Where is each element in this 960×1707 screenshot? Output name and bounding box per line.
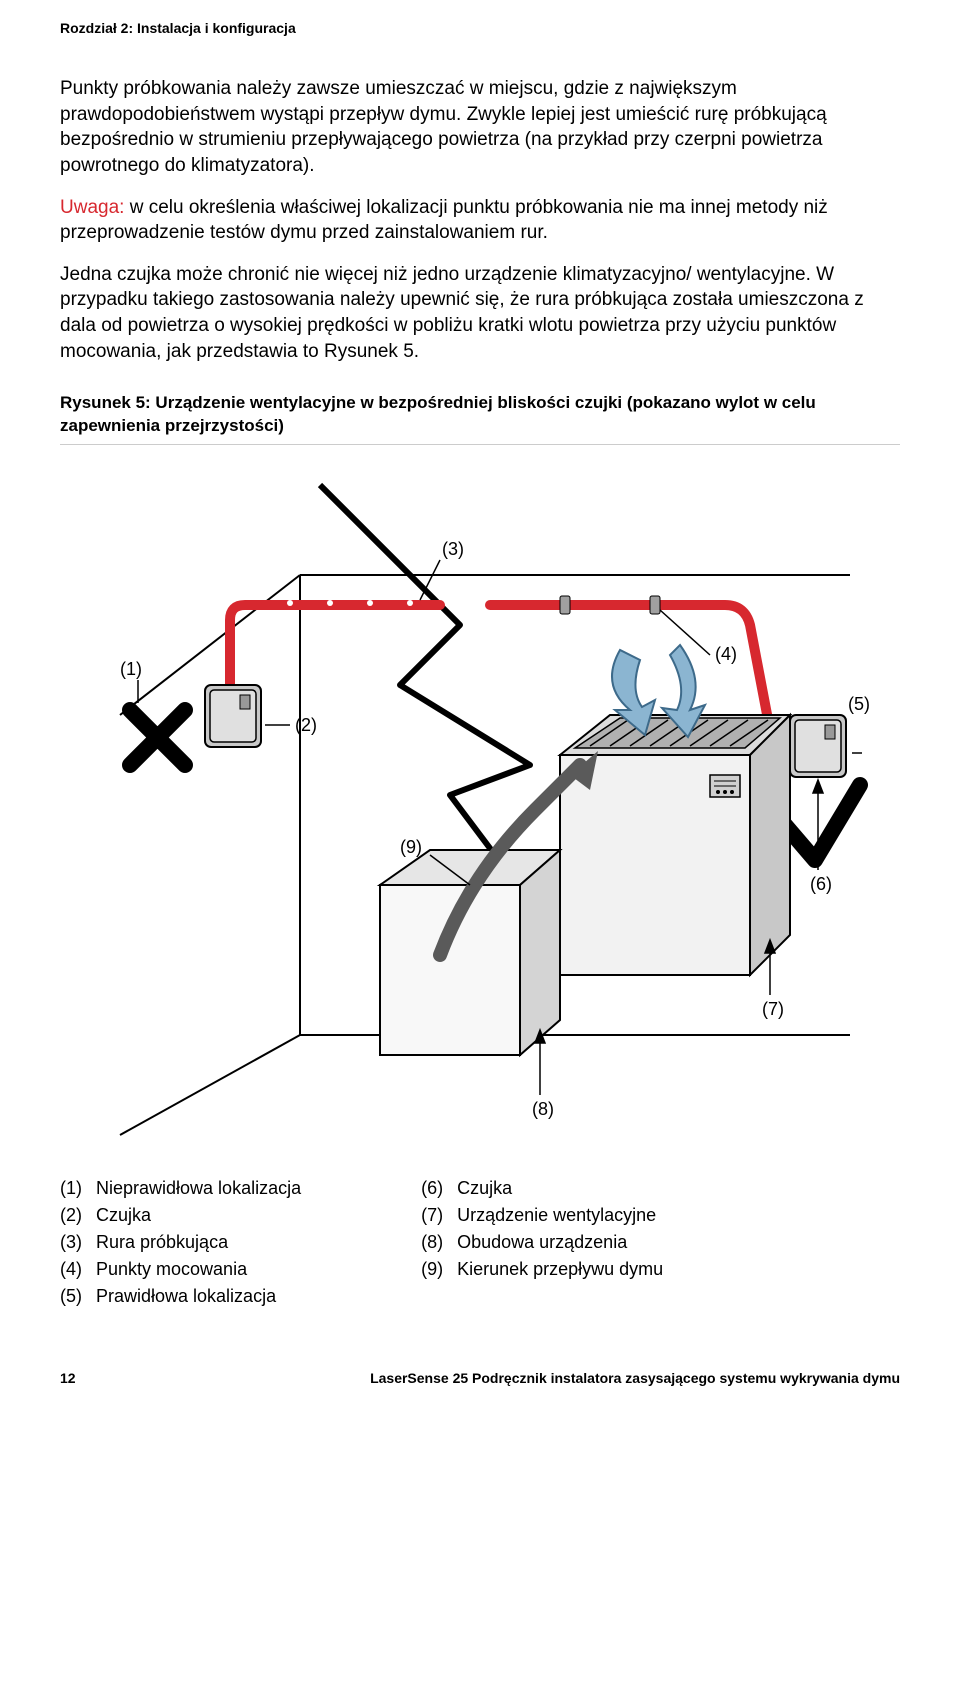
footer-title: LaserSense 25 Podręcznik instalatora zas… [370, 1370, 900, 1386]
diagram-container: (1) (2) (3) (4) (5) (6) (7) (8) (9) [60, 455, 900, 1145]
chapter-header: Rozdział 2: Instalacja i konfiguracja [60, 20, 900, 36]
callout-7: (7) [762, 999, 784, 1019]
legend-number: (2) [60, 1202, 96, 1229]
legend-item: (6)Czujka [421, 1175, 663, 1202]
legend-text: Kierunek przepływu dymu [457, 1256, 663, 1283]
callout-4: (4) [715, 644, 737, 664]
legend-number: (3) [60, 1229, 96, 1256]
warning-label: Uwaga: [60, 197, 124, 218]
check-icon [785, 785, 860, 860]
callout-8: (8) [532, 1099, 554, 1119]
legend-item: (5)Prawidłowa lokalizacja [60, 1283, 301, 1310]
paragraph-2-text: w celu określenia właściwej lokalizacji … [60, 197, 828, 244]
legend-text: Punkty mocowania [96, 1256, 247, 1283]
legend-text: Urządzenie wentylacyjne [457, 1202, 656, 1229]
callout-5: (5) [848, 694, 870, 714]
paragraph-1: Punkty próbkowania należy zawsze umieszc… [60, 76, 900, 179]
callout-2: (2) [295, 715, 317, 735]
legend-number: (7) [421, 1202, 457, 1229]
left-detector [205, 685, 261, 747]
figure-caption: Rysunek 5: Urządzenie wentylacyjne w bez… [60, 392, 900, 438]
legend-item: (8)Obudowa urządzenia [421, 1229, 663, 1256]
page-number: 12 [60, 1370, 76, 1386]
figure-separator [60, 444, 900, 445]
legend-number: (4) [60, 1256, 96, 1283]
legend-right-column: (6)Czujka(7)Urządzenie wentylacyjne(8)Ob… [421, 1175, 663, 1310]
legend-text: Czujka [96, 1202, 151, 1229]
paragraph-3: Jedna czujka może chronić nie więcej niż… [60, 262, 900, 365]
legend-text: Prawidłowa lokalizacja [96, 1283, 276, 1310]
legend-text: Obudowa urządzenia [457, 1229, 627, 1256]
legend-number: (5) [60, 1283, 96, 1310]
legend-number: (9) [421, 1256, 457, 1283]
cross-icon [130, 710, 185, 765]
page-footer: 12 LaserSense 25 Podręcznik instalatora … [60, 1370, 900, 1386]
callout-3: (3) [442, 539, 464, 559]
legend-number: (8) [421, 1229, 457, 1256]
legend-item: (1)Nieprawidłowa lokalizacja [60, 1175, 301, 1202]
legend-number: (1) [60, 1175, 96, 1202]
legend-item: (4)Punkty mocowania [60, 1256, 301, 1283]
paragraph-warning: Uwaga: w celu określenia właściwej lokal… [60, 195, 900, 246]
legend-item: (3)Rura próbkująca [60, 1229, 301, 1256]
legend-number: (6) [421, 1175, 457, 1202]
legend-text: Rura próbkująca [96, 1229, 228, 1256]
callout-6: (6) [810, 874, 832, 894]
legend-text: Czujka [457, 1175, 512, 1202]
legend-item: (2)Czujka [60, 1202, 301, 1229]
installation-diagram: (1) (2) (3) (4) (5) (6) (7) (8) (9) [90, 455, 870, 1145]
callout-9: (9) [400, 837, 422, 857]
legend-text: Nieprawidłowa lokalizacja [96, 1175, 301, 1202]
right-detector [790, 715, 846, 777]
callout-1: (1) [120, 659, 142, 679]
legend-left-column: (1)Nieprawidłowa lokalizacja(2)Czujka(3)… [60, 1175, 301, 1310]
legend: (1)Nieprawidłowa lokalizacja(2)Czujka(3)… [60, 1175, 900, 1310]
legend-item: (7)Urządzenie wentylacyjne [421, 1202, 663, 1229]
legend-item: (9)Kierunek przepływu dymu [421, 1256, 663, 1283]
